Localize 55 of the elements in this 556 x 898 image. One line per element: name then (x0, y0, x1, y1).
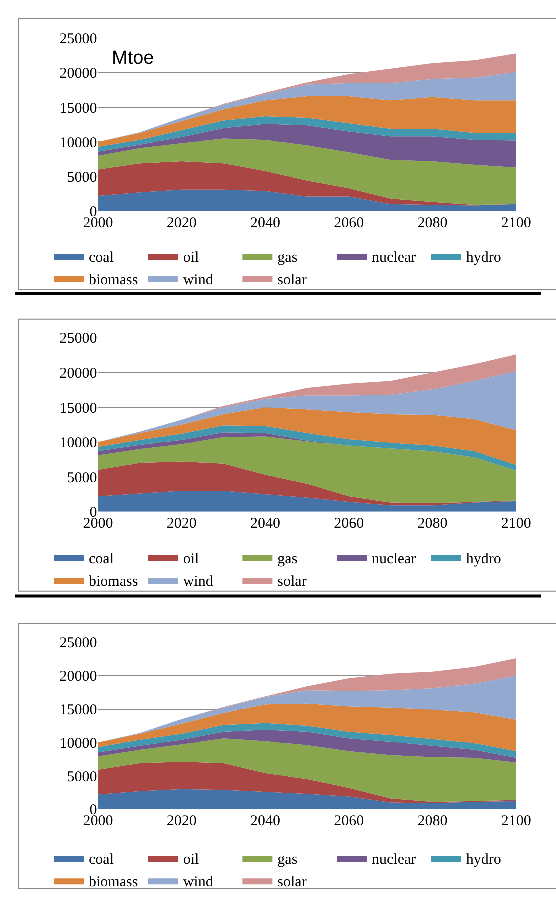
legend-label: nuclear (372, 551, 416, 568)
legend-label: nuclear (372, 852, 416, 868)
legend-label: solar (278, 874, 307, 890)
y-tick-label: 10000 (60, 135, 98, 152)
x-tick-label: 2060 (334, 215, 364, 232)
y-tick-label: 25000 (60, 636, 98, 652)
legend-label: oil (183, 852, 200, 868)
legend-label: gas (278, 852, 298, 868)
x-tick-label: 2060 (334, 516, 364, 532)
annotation: Mtoe (112, 48, 154, 69)
x-tick-label: 2040 (250, 215, 281, 232)
y-tick-label: 5000 (67, 170, 98, 186)
x-tick-label: 2020 (166, 813, 197, 830)
x-tick-label: 2080 (418, 813, 448, 830)
legend-label: oil (183, 551, 200, 568)
y-tick-label: 25000 (60, 331, 98, 348)
y-tick-label: 15000 (60, 400, 98, 417)
legend-label: biomass (89, 272, 138, 288)
legend-label: oil (183, 250, 200, 266)
x-tick-label: 2020 (166, 215, 197, 232)
y-tick-label: 10000 (60, 736, 98, 752)
y-tick-label: 5000 (67, 470, 98, 486)
legend-label: wind (183, 874, 214, 890)
legend-label: coal (89, 852, 114, 868)
y-tick-label: 15000 (60, 100, 98, 117)
y-tick-label: 20000 (60, 66, 98, 82)
x-tick-label: 2040 (250, 813, 281, 830)
x-tick-label: 2040 (250, 516, 281, 532)
x-tick-label: 2100 (501, 516, 532, 532)
legend-label: gas (278, 551, 298, 568)
x-tick-label: 2100 (501, 813, 532, 830)
legend-label: biomass (89, 574, 138, 590)
y-tick-label: 25000 (60, 32, 98, 48)
x-tick-label: 2060 (334, 813, 364, 830)
legend-label: wind (183, 272, 214, 288)
legend-label: hydro (466, 551, 502, 568)
y-tick-label: 5000 (67, 769, 98, 786)
y-tick-label: 15000 (60, 702, 98, 719)
legend-label: solar (278, 574, 307, 590)
legend-label: coal (89, 250, 114, 266)
legend-label: wind (183, 574, 214, 590)
x-tick-label: 2020 (166, 516, 197, 532)
x-tick-label: 2080 (418, 516, 448, 532)
x-tick-label: 2080 (418, 215, 448, 232)
x-tick-label: 2100 (501, 215, 532, 232)
legend-label: hydro (466, 852, 502, 868)
legend-label: nuclear (372, 250, 416, 266)
legend-label: solar (278, 272, 307, 288)
legend-label: coal (89, 551, 114, 568)
y-tick-label: 10000 (60, 436, 98, 452)
y-tick-label: 20000 (60, 366, 98, 382)
legend-label: hydro (466, 250, 502, 266)
legend-label: biomass (89, 874, 138, 890)
legend-label: gas (278, 250, 298, 266)
y-tick-label: 20000 (60, 669, 98, 686)
